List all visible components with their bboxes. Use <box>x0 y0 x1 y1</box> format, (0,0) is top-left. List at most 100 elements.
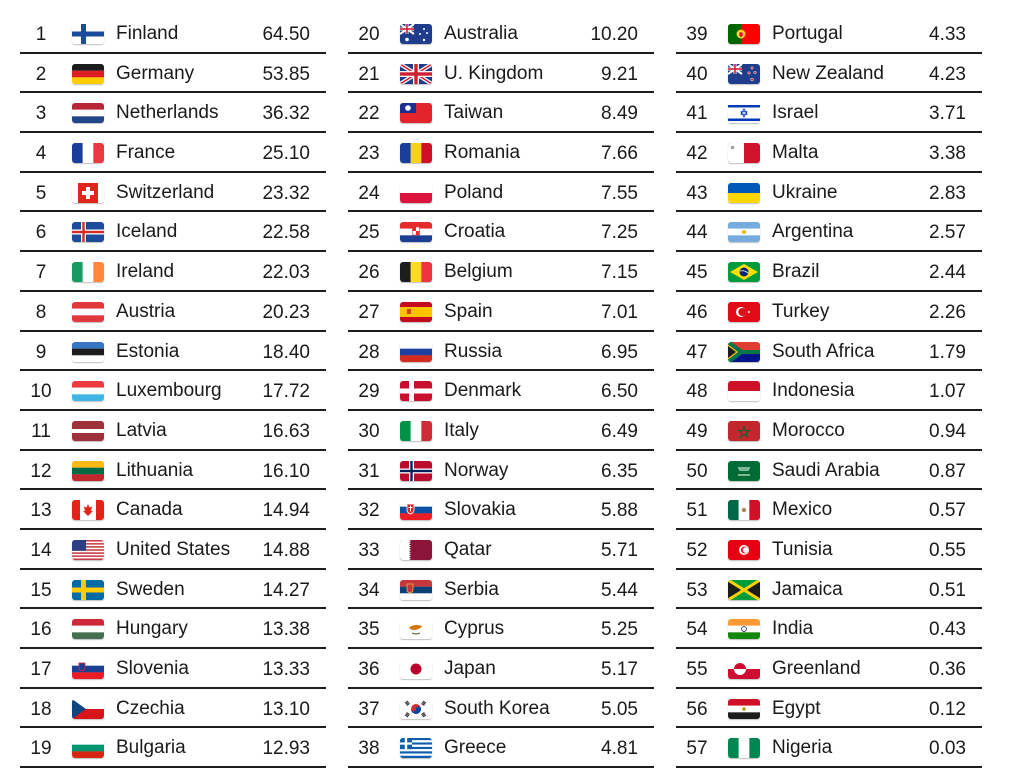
country-value: 53.85 <box>262 63 310 85</box>
ranking-row: 4 France 25.10 <box>20 133 326 173</box>
country-value: 12.93 <box>262 738 310 760</box>
country-name: Malta <box>772 142 819 164</box>
country-value: 18.40 <box>262 341 310 363</box>
country-value: 2.26 <box>929 301 966 323</box>
belgium-flag-icon <box>400 262 432 283</box>
country-name: Lithuania <box>116 459 194 481</box>
finland-flag-icon <box>72 24 104 44</box>
slovakia-flag-icon <box>400 500 432 521</box>
country-name: Argentina <box>772 221 854 243</box>
ranking-row: 34 Serbia 5.44 <box>348 570 654 610</box>
luxembourg-flag-icon <box>72 381 104 402</box>
malta-flag-icon <box>728 143 760 164</box>
rank-number: 51 <box>686 500 708 522</box>
rank-number: 30 <box>358 420 380 442</box>
rank-number: 15 <box>30 579 52 601</box>
rank-number: 8 <box>35 301 47 323</box>
portugal-flag-icon <box>728 24 760 44</box>
country-name: Nigeria <box>772 737 833 759</box>
rank-number: 48 <box>686 381 708 403</box>
rank-number: 7 <box>35 262 47 284</box>
rank-number: 57 <box>686 738 708 760</box>
ranking-row: 1 Finland 64.50 <box>20 14 326 54</box>
tunisia-flag-icon <box>728 539 760 560</box>
germany-flag-icon <box>72 63 104 84</box>
rank-number: 50 <box>686 460 708 482</box>
ranking-row: 27 Spain 7.01 <box>348 292 654 332</box>
country-name: Qatar <box>444 538 492 560</box>
ranking-row: 42 Malta 3.38 <box>676 133 982 173</box>
country-name: Slovakia <box>444 499 516 521</box>
rank-number: 6 <box>35 222 47 244</box>
country-name: Germany <box>116 62 195 84</box>
ranking-row: 29 Denmark 6.50 <box>348 371 654 411</box>
ranking-column-1: 1 Finland 64.50 2 Germany 53.85 3 Netherlands 36… <box>20 14 326 769</box>
ranking-row: 35 Cyprus 5.25 <box>348 609 654 649</box>
brazil-flag-icon <box>728 262 760 283</box>
country-value: 22.03 <box>262 262 310 284</box>
south-korea-flag-icon <box>400 698 432 719</box>
country-name: Japan <box>444 658 496 679</box>
country-name: Latvia <box>116 419 167 441</box>
country-value: 23.32 <box>262 182 310 204</box>
rank-number: 45 <box>686 262 708 284</box>
serbia-flag-icon <box>400 579 432 600</box>
united-states-flag-icon <box>72 539 104 560</box>
jamaica-flag-icon <box>728 579 760 600</box>
country-name: Ireland <box>116 261 175 283</box>
argentina-flag-icon <box>728 222 760 243</box>
country-name: U. Kingdom <box>444 62 544 84</box>
ranking-row: 5 Switzerland 23.32 <box>20 173 326 213</box>
ranking-row: 56 Egypt 0.12 <box>676 689 982 729</box>
country-name: Tunisia <box>772 538 833 560</box>
denmark-flag-icon <box>400 381 432 402</box>
ranking-row: 17 Slovenia 13.33 <box>20 649 326 689</box>
country-value: 36.32 <box>262 103 310 125</box>
ranking-row: 23 Romania 7.66 <box>348 133 654 173</box>
country-name: Serbia <box>444 578 499 600</box>
ranking-row: 20 Australia 10.20 <box>348 14 654 54</box>
ranking-row: 13 Canada 14.94 <box>20 490 326 530</box>
country-name: Italy <box>444 419 479 441</box>
south-africa-flag-icon <box>728 341 760 362</box>
ranking-row: 25 Croatia 7.25 <box>348 212 654 253</box>
ukraine-flag-icon <box>728 182 760 203</box>
country-value: 2.44 <box>929 262 966 284</box>
country-value: 14.94 <box>262 500 310 522</box>
country-value: 20.23 <box>262 301 310 323</box>
saudi-arabia-flag-icon <box>728 460 760 481</box>
ranking-row: 31 Norway 6.35 <box>348 451 654 491</box>
rank-number: 31 <box>358 460 380 482</box>
ranking-row: 38 Greece 4.81 <box>348 728 654 769</box>
israel-flag-icon <box>728 103 760 124</box>
country-value: 4.81 <box>601 738 638 760</box>
rank-number: 46 <box>686 301 708 323</box>
ranking-row: 47 South Africa 1.79 <box>676 332 982 372</box>
country-value: 22.58 <box>262 222 310 244</box>
country-name: South Africa <box>772 340 875 362</box>
rank-number: 41 <box>686 103 708 125</box>
turkey-flag-icon <box>728 301 760 322</box>
rank-number: 49 <box>686 420 708 442</box>
greenland-flag-icon <box>728 659 760 679</box>
rank-number: 20 <box>358 24 380 45</box>
country-value: 0.12 <box>929 698 966 720</box>
country-name: Czechia <box>116 697 185 719</box>
country-name: Poland <box>444 181 504 203</box>
ranking-row: 22 Taiwan 8.49 <box>348 93 654 134</box>
rank-number: 11 <box>31 420 51 442</box>
country-name: Mexico <box>772 499 833 521</box>
rank-number: 10 <box>30 381 52 403</box>
rank-number: 12 <box>30 460 52 482</box>
rank-number: 21 <box>358 63 380 85</box>
country-value: 7.66 <box>601 143 638 165</box>
new-zealand-flag-icon <box>728 63 760 84</box>
ranking-row: 55 Greenland 0.36 <box>676 649 982 689</box>
country-name: Cyprus <box>444 618 505 640</box>
country-name: Taiwan <box>444 102 504 124</box>
lithuania-flag-icon <box>72 460 104 481</box>
country-value: 7.01 <box>601 301 638 323</box>
country-value: 8.49 <box>601 103 638 125</box>
country-value: 10.20 <box>590 24 638 45</box>
country-value: 16.63 <box>262 420 310 442</box>
